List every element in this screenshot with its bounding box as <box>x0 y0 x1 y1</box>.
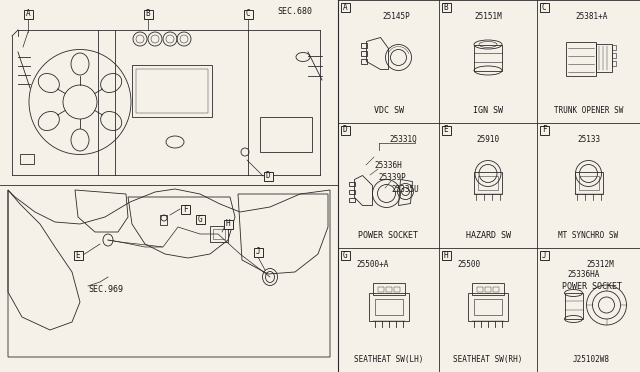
Text: H: H <box>444 250 448 260</box>
Text: F: F <box>182 205 188 214</box>
Text: 25910: 25910 <box>476 135 500 144</box>
Bar <box>372 283 404 295</box>
Bar <box>340 250 349 260</box>
Bar <box>136 69 208 113</box>
Bar <box>579 176 598 189</box>
Text: E: E <box>76 250 80 260</box>
Text: 25336H: 25336H <box>374 161 402 170</box>
Text: HAZARD SW: HAZARD SW <box>465 231 511 240</box>
Bar <box>442 125 451 135</box>
Bar <box>369 293 408 321</box>
Bar <box>349 198 355 202</box>
Text: 25151M: 25151M <box>474 12 502 21</box>
Text: 25500: 25500 <box>457 260 480 269</box>
Text: SEATHEAT SW(RH): SEATHEAT SW(RH) <box>453 355 523 364</box>
Text: 25312M: 25312M <box>587 260 614 269</box>
Bar <box>340 3 349 12</box>
Text: IGN SW: IGN SW <box>473 106 503 115</box>
Bar <box>540 3 548 12</box>
Bar <box>442 250 451 260</box>
Bar <box>223 219 232 228</box>
Text: 25335U: 25335U <box>391 185 419 194</box>
Text: TRUNK OPENER SW: TRUNK OPENER SW <box>554 106 623 115</box>
Text: H: H <box>226 219 230 228</box>
Text: A: A <box>26 10 30 19</box>
Bar <box>540 125 548 135</box>
Text: F: F <box>541 125 547 135</box>
Bar <box>468 293 508 321</box>
Bar <box>243 10 253 19</box>
Bar <box>442 3 451 12</box>
Bar <box>540 250 548 260</box>
Bar <box>394 287 399 292</box>
Text: 25336HA: 25336HA <box>567 270 600 279</box>
Bar <box>477 287 483 292</box>
Bar <box>210 226 228 242</box>
Text: D: D <box>342 125 348 135</box>
Text: VDC SW: VDC SW <box>374 106 403 115</box>
Bar <box>595 44 611 71</box>
Bar <box>349 182 355 186</box>
Bar <box>349 189 355 193</box>
Text: J25102W8: J25102W8 <box>573 355 610 364</box>
Text: J: J <box>541 250 547 260</box>
Text: C: C <box>541 3 547 12</box>
Text: B: B <box>444 3 448 12</box>
Text: 25145P: 25145P <box>383 12 410 21</box>
Bar <box>253 247 262 257</box>
Bar <box>385 287 392 292</box>
Bar <box>474 171 502 193</box>
Bar <box>340 125 349 135</box>
Bar <box>566 42 595 76</box>
Bar <box>378 287 383 292</box>
Bar <box>575 171 602 193</box>
Bar <box>360 51 367 56</box>
Text: 25133: 25133 <box>577 135 600 144</box>
Text: B: B <box>146 10 150 19</box>
Bar <box>74 250 83 260</box>
Text: 25331Q: 25331Q <box>390 135 417 144</box>
Bar <box>485 287 491 292</box>
Text: 25500+A: 25500+A <box>356 260 388 269</box>
Bar <box>374 299 403 315</box>
Bar <box>360 59 367 64</box>
Text: D: D <box>266 171 270 180</box>
Text: SEC.680: SEC.680 <box>278 7 312 16</box>
Text: C: C <box>246 10 250 19</box>
Bar <box>132 65 212 117</box>
Bar <box>180 205 189 214</box>
Text: A: A <box>342 3 348 12</box>
Bar <box>143 10 152 19</box>
Text: SEC.969: SEC.969 <box>88 285 123 295</box>
Text: 25381+A: 25381+A <box>575 12 608 21</box>
Text: J: J <box>256 247 260 257</box>
Text: G: G <box>198 215 202 224</box>
Bar <box>160 215 167 225</box>
Text: MT SYNCHRO SW: MT SYNCHRO SW <box>559 231 619 240</box>
Bar <box>474 299 502 315</box>
Bar <box>611 52 616 58</box>
Bar <box>493 287 499 292</box>
Bar <box>360 43 367 48</box>
Bar <box>611 61 616 65</box>
Bar <box>24 10 33 19</box>
Text: 25339P: 25339P <box>378 173 406 182</box>
Text: POWER SOCKET: POWER SOCKET <box>358 231 419 240</box>
Bar <box>264 171 273 180</box>
Text: SEATHEAT SW(LH): SEATHEAT SW(LH) <box>354 355 423 364</box>
Bar <box>213 229 225 239</box>
Bar <box>20 154 34 164</box>
Bar <box>260 117 312 152</box>
Text: POWER SOCKET: POWER SOCKET <box>561 282 621 291</box>
Bar <box>474 45 502 71</box>
Bar <box>564 293 582 319</box>
Bar <box>478 176 498 189</box>
Bar <box>472 283 504 295</box>
Bar <box>611 45 616 49</box>
Text: E: E <box>444 125 448 135</box>
Text: G: G <box>342 250 348 260</box>
Bar <box>195 215 205 224</box>
